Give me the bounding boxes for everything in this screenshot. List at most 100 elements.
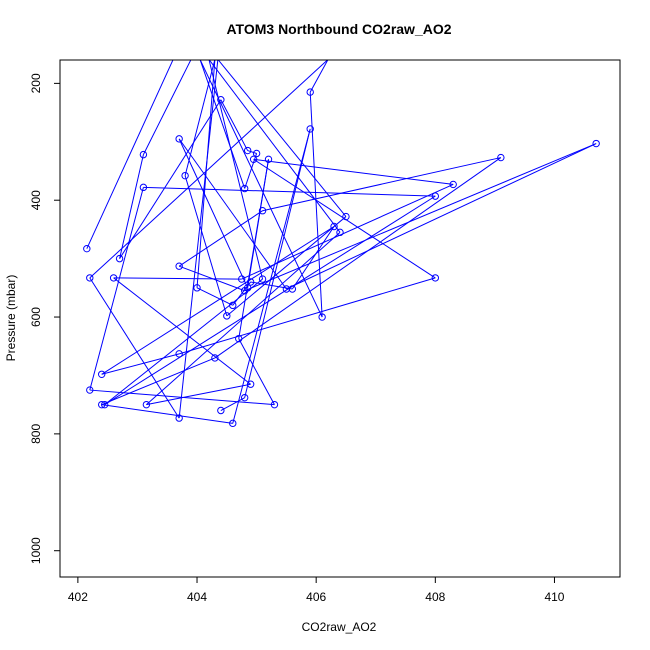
series-line-segment <box>142 60 192 155</box>
series-line-segment <box>309 92 323 318</box>
data-point <box>175 414 183 422</box>
data-point <box>249 155 258 164</box>
data-point <box>229 419 237 428</box>
x-tick-label: 406 <box>306 590 326 604</box>
data-point <box>336 228 344 237</box>
data-point <box>211 354 219 362</box>
data-point <box>252 149 261 158</box>
data-point <box>217 96 225 104</box>
series-line-segment <box>101 357 216 406</box>
series-line-segment <box>208 60 341 233</box>
data-point <box>229 301 237 310</box>
series-line-segment <box>244 128 311 398</box>
data-point <box>235 334 243 343</box>
series-line-segment <box>238 338 275 405</box>
series-line-segment <box>86 60 174 249</box>
series-line-segment <box>146 231 341 406</box>
data-point <box>139 183 148 192</box>
x-tick-label: 410 <box>544 590 564 604</box>
series-line-segment <box>244 143 597 292</box>
data-point <box>306 125 314 133</box>
series-line-segment <box>196 60 216 288</box>
data-point <box>258 207 267 215</box>
data-point <box>246 278 255 286</box>
y-axis: 200 400 600 800 1000 <box>29 73 61 564</box>
data-point <box>306 88 314 96</box>
data-point <box>175 135 183 143</box>
y-tick-label: 400 <box>29 190 43 210</box>
data-point <box>240 184 249 193</box>
data-point <box>270 400 279 409</box>
data-point <box>83 244 91 253</box>
data-point <box>342 212 350 221</box>
x-axis-label: CO2raw_AO2 <box>302 620 377 634</box>
data-point <box>100 400 109 409</box>
data-point <box>175 262 183 270</box>
data-point <box>86 274 94 282</box>
data-point <box>264 155 273 164</box>
x-tick-label: 402 <box>68 590 88 604</box>
plot-frame <box>59 59 621 578</box>
series-line-segment <box>113 277 251 385</box>
series-line-segment <box>178 265 245 292</box>
series-line-segment <box>253 158 436 279</box>
data-point <box>431 192 440 200</box>
data-point <box>181 171 189 180</box>
series-line-segment <box>89 187 144 391</box>
series-line-segment <box>178 60 219 419</box>
data-point <box>98 400 106 409</box>
series-line-segment <box>143 186 436 197</box>
data-point <box>193 284 201 292</box>
data-point <box>142 400 151 409</box>
data-point <box>592 139 600 148</box>
series-line-segment <box>262 157 501 212</box>
data-point <box>240 287 249 295</box>
series-line-segment <box>199 60 246 189</box>
y-tick-label: 200 <box>29 73 43 93</box>
series-line-segment <box>178 138 287 290</box>
series-line-segment <box>179 277 436 355</box>
y-tick-label: 800 <box>29 424 43 444</box>
data-point <box>223 312 231 320</box>
series-line-segment <box>286 143 597 290</box>
series-layer <box>83 60 600 428</box>
y-axis-label: Pressure (mbar) <box>4 275 18 362</box>
series-line-segment <box>247 150 257 154</box>
series-line-segment <box>89 389 275 406</box>
series-line-segment <box>184 175 228 317</box>
x-tick-label: 408 <box>425 590 445 604</box>
data-point <box>449 180 457 189</box>
series-line-segment <box>101 353 180 375</box>
series-line-segment <box>247 159 270 288</box>
data-point <box>282 285 291 293</box>
data-point <box>217 406 225 415</box>
series-line-segment <box>146 383 251 406</box>
data-point <box>330 222 338 231</box>
data-point <box>431 274 440 282</box>
data-point <box>109 274 118 282</box>
series-line-segment <box>184 60 216 176</box>
x-axis: 402 404 406 408 410 <box>68 576 565 604</box>
chart-title: ATOM3 Northbound CO2raw_AO2 <box>226 21 451 37</box>
series-line-segment <box>89 277 180 419</box>
series-line-segment <box>178 210 263 267</box>
data-point <box>318 313 326 321</box>
series-line-segment <box>119 99 222 259</box>
series-line-segment <box>253 158 454 185</box>
y-tick-label: 1000 <box>29 537 43 564</box>
data-point <box>258 275 267 283</box>
data-point <box>497 153 505 162</box>
series-line-segment <box>104 195 436 406</box>
series-line-segment <box>178 138 249 289</box>
data-point <box>139 150 148 159</box>
data-point <box>243 146 252 155</box>
data-point <box>238 275 246 283</box>
series-line-segment <box>217 60 347 217</box>
data-point <box>86 386 94 394</box>
series-line-segment <box>220 99 249 151</box>
data-point <box>115 254 124 263</box>
series-line-segment <box>309 60 329 93</box>
series-line-segment <box>101 404 233 424</box>
series-line-segment <box>291 226 335 290</box>
